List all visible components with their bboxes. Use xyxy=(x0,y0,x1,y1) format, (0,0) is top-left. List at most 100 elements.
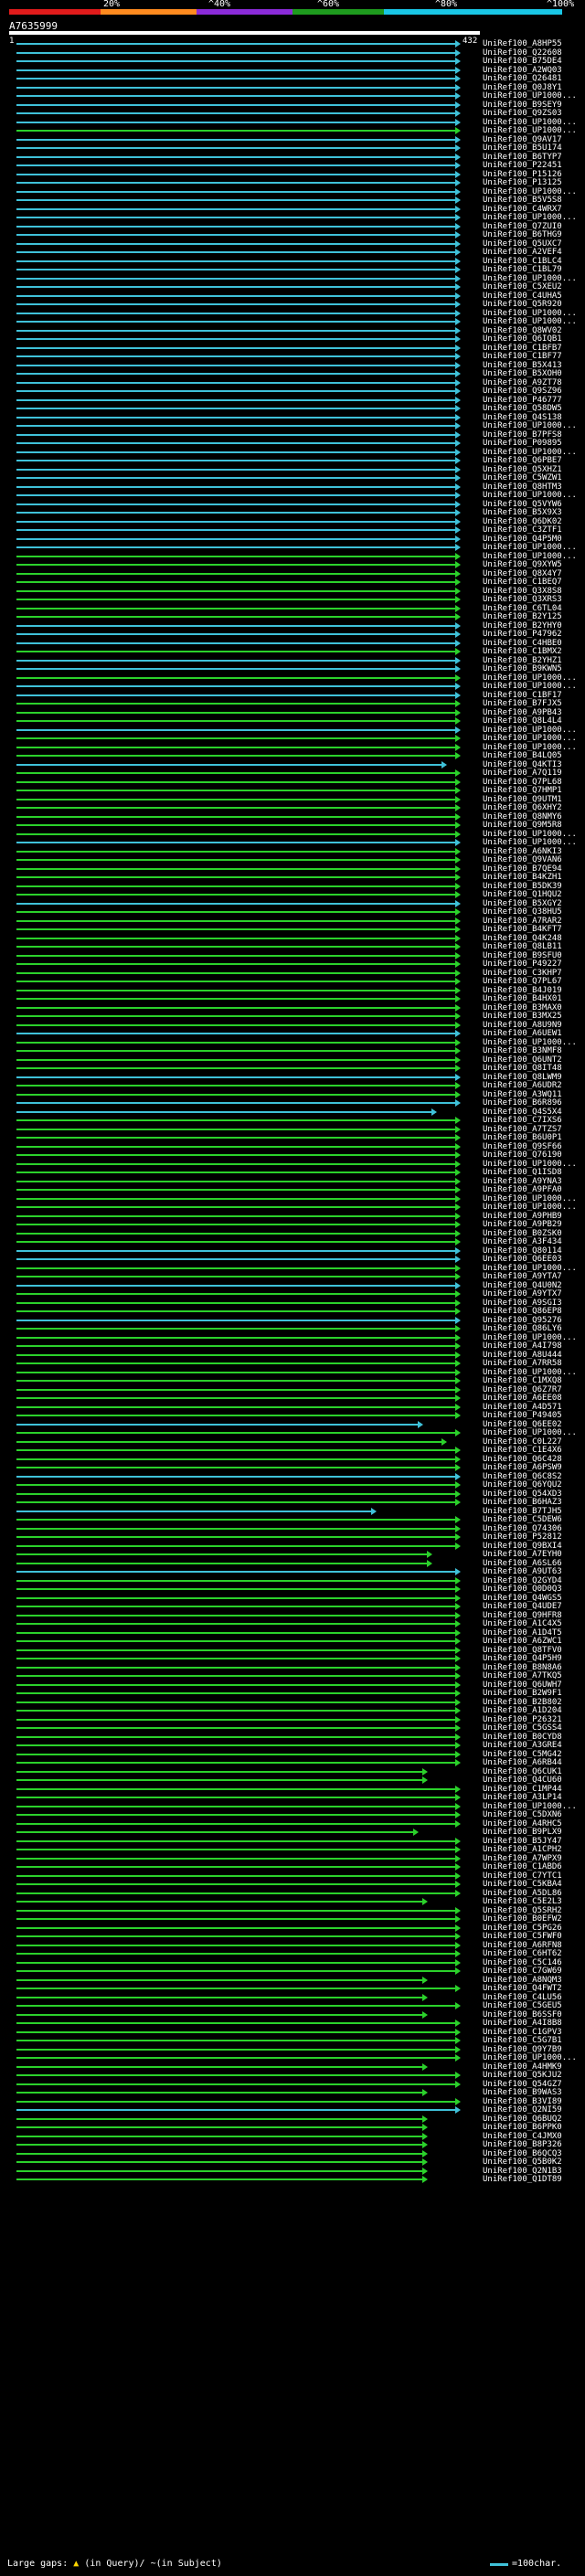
hit-line[interactable] xyxy=(16,1631,455,1634)
hit-line[interactable] xyxy=(16,728,455,731)
hit-line[interactable] xyxy=(16,1762,455,1764)
hit-line[interactable] xyxy=(16,1623,455,1625)
hit-label[interactable]: UniRef100_Q5SRH2 xyxy=(483,1905,562,1915)
hit-label[interactable]: UniRef100_B9SEY9 xyxy=(483,100,562,110)
hit-label[interactable]: UniRef100_B9WAS3 xyxy=(483,2088,562,2097)
hit-line[interactable] xyxy=(16,2092,423,2094)
hit-line[interactable] xyxy=(16,1814,455,1816)
hit-line[interactable] xyxy=(16,711,455,714)
hit-label[interactable]: UniRef100_Q95276 xyxy=(483,1315,562,1325)
hit-label[interactable]: UniRef100_C1BFB7 xyxy=(483,343,562,353)
hit-label[interactable]: UniRef100_C5E2L3 xyxy=(483,1897,562,1906)
hit-line[interactable] xyxy=(16,703,455,705)
hit-line[interactable] xyxy=(16,1675,455,1677)
hit-label[interactable]: UniRef100_B9KWN5 xyxy=(483,664,562,673)
hit-line[interactable] xyxy=(16,1405,455,1408)
hit-line[interactable] xyxy=(16,225,455,228)
hit-label[interactable]: UniRef100_B5JY47 xyxy=(483,1836,562,1846)
hit-line[interactable] xyxy=(16,1484,455,1486)
hit-line[interactable] xyxy=(16,1961,455,1964)
hit-line[interactable] xyxy=(16,294,455,297)
hit-label[interactable]: UniRef100_C1ABD6 xyxy=(483,1862,562,1871)
hit-line[interactable] xyxy=(16,694,455,696)
hit-line[interactable] xyxy=(16,433,455,436)
hit-label[interactable]: UniRef100_Q5UXC7 xyxy=(483,239,562,249)
hit-label[interactable]: UniRef100_A3LP14 xyxy=(483,1793,562,1802)
hit-line[interactable] xyxy=(16,937,455,939)
hit-label[interactable]: UniRef100_A9YNA3 xyxy=(483,1176,562,1186)
hit-label[interactable]: UniRef100_A3WQ11 xyxy=(483,1089,562,1099)
hit-label[interactable]: UniRef100_UP1000... xyxy=(483,1193,577,1203)
hit-line[interactable] xyxy=(16,1397,455,1399)
hit-label[interactable]: UniRef100_A2WQ03 xyxy=(483,65,562,75)
hit-line[interactable] xyxy=(16,269,455,270)
hit-line[interactable] xyxy=(16,1041,455,1044)
hit-line[interactable] xyxy=(16,1710,455,1712)
hit-label[interactable]: UniRef100_Q2GYD4 xyxy=(483,1575,562,1585)
hit-line[interactable] xyxy=(16,737,455,739)
hit-label[interactable]: UniRef100_B5XGY2 xyxy=(483,898,562,908)
hit-line[interactable] xyxy=(16,1301,455,1304)
hit-label[interactable]: UniRef100_B3MX25 xyxy=(483,1012,562,1021)
hit-line[interactable] xyxy=(16,303,455,305)
hit-line[interactable] xyxy=(16,1797,455,1798)
hit-label[interactable]: UniRef100_P15126 xyxy=(483,169,562,179)
hit-label[interactable]: UniRef100_B8P326 xyxy=(483,2140,562,2149)
hit-label[interactable]: UniRef100_P52812 xyxy=(483,1532,562,1542)
hit-label[interactable]: UniRef100_UP1000... xyxy=(483,421,577,430)
hit-line[interactable] xyxy=(16,1944,455,1946)
hit-label[interactable]: UniRef100_Q9M5R8 xyxy=(483,821,562,830)
hit-line[interactable] xyxy=(16,355,455,357)
hit-label[interactable]: UniRef100_C1BEQ7 xyxy=(483,578,562,587)
hit-line[interactable] xyxy=(16,1449,455,1451)
hit-line[interactable] xyxy=(16,43,455,45)
hit-line[interactable] xyxy=(16,1779,423,1781)
hit-line[interactable] xyxy=(16,381,455,384)
hit-label[interactable]: UniRef100_A4I798 xyxy=(483,1341,562,1351)
hit-line[interactable] xyxy=(16,1735,455,1738)
hit-line[interactable] xyxy=(16,850,455,853)
hit-label[interactable]: UniRef100_Q6UWH7 xyxy=(483,1680,562,1690)
hit-label[interactable]: UniRef100_UP1000... xyxy=(483,1428,577,1437)
hit-label[interactable]: UniRef100_Q80114 xyxy=(483,1246,562,1256)
hit-label[interactable]: UniRef100_B6U0P1 xyxy=(483,1133,562,1142)
hit-label[interactable]: UniRef100_A8U444 xyxy=(483,1350,562,1360)
hit-line[interactable] xyxy=(16,633,455,635)
hit-label[interactable]: UniRef100_Q7HMP1 xyxy=(483,786,562,795)
hit-line[interactable] xyxy=(16,954,455,957)
hit-line[interactable] xyxy=(16,164,455,166)
hit-line[interactable] xyxy=(16,1154,455,1156)
hit-line[interactable] xyxy=(16,1440,441,1443)
hit-label[interactable]: UniRef100_Q8NMY6 xyxy=(483,811,562,822)
hit-line[interactable] xyxy=(16,1119,455,1121)
hit-label[interactable]: UniRef100_A9ZT78 xyxy=(483,377,562,387)
hit-line[interactable] xyxy=(16,1267,455,1269)
hit-label[interactable]: UniRef100_Q8IT48 xyxy=(483,1064,562,1073)
hit-label[interactable]: UniRef100_P09895 xyxy=(483,439,562,448)
hit-line[interactable] xyxy=(16,1475,455,1478)
hit-label[interactable]: UniRef100_UP1000... xyxy=(483,273,577,283)
hit-label[interactable]: UniRef100_UP1000... xyxy=(483,317,577,326)
hit-line[interactable] xyxy=(16,2005,455,2007)
hit-line[interactable] xyxy=(16,2169,423,2172)
hit-line[interactable] xyxy=(16,425,455,427)
hit-label[interactable]: UniRef100_A6PSW9 xyxy=(483,1463,562,1472)
hit-line[interactable] xyxy=(16,460,455,461)
hit-label[interactable]: UniRef100_C1GPV3 xyxy=(483,2027,562,2037)
hit-line[interactable] xyxy=(16,2048,455,2051)
hit-label[interactable]: UniRef100_B4KZH1 xyxy=(483,873,562,882)
hit-line[interactable] xyxy=(16,1588,455,1590)
hit-label[interactable]: UniRef100_P13125 xyxy=(483,178,562,187)
hit-label[interactable]: UniRef100_Q8LB11 xyxy=(483,942,562,951)
hit-label[interactable]: UniRef100_A4D571 xyxy=(483,1402,562,1412)
hit-line[interactable] xyxy=(16,1206,455,1208)
hit-label[interactable]: UniRef100_Q6XHY2 xyxy=(483,803,562,812)
hit-line[interactable] xyxy=(16,1527,455,1530)
hit-label[interactable]: UniRef100_Q9AV17 xyxy=(483,134,562,144)
hit-label[interactable]: UniRef100_Q22608 xyxy=(483,48,562,58)
hit-line[interactable] xyxy=(16,51,455,54)
hit-label[interactable]: UniRef100_B6QCQ3 xyxy=(483,2148,562,2158)
hit-line[interactable] xyxy=(16,130,455,132)
hit-label[interactable]: UniRef100_Q9ZS03 xyxy=(483,109,562,118)
hit-label[interactable]: UniRef100_UP1000... xyxy=(483,838,577,847)
